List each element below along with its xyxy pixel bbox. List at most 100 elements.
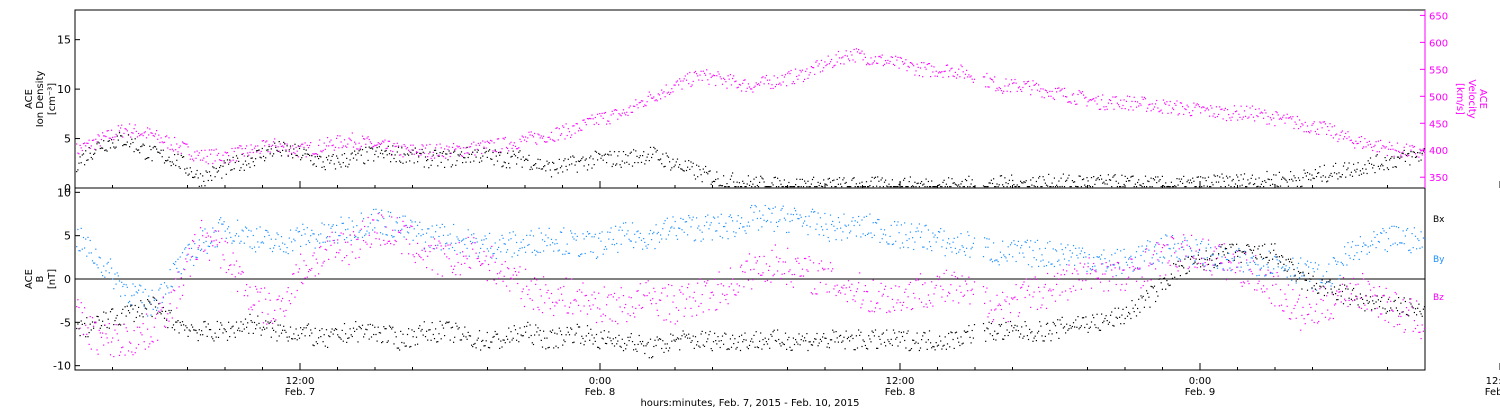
velocity-point [350, 139, 351, 140]
velocity-point [543, 136, 544, 137]
ion-density-point [964, 186, 965, 187]
bz-point [114, 330, 115, 331]
by-point [320, 233, 321, 234]
velocity-point [1099, 109, 1100, 110]
velocity-point [803, 81, 804, 82]
bx-point [139, 315, 140, 316]
by-point [891, 225, 892, 226]
ion-density-point [96, 143, 97, 144]
by-point [1381, 233, 1382, 234]
bx-point [1311, 287, 1312, 288]
velocity-point [449, 146, 450, 147]
ion-density-point [551, 176, 552, 177]
velocity-point [479, 145, 480, 146]
by-point [334, 240, 335, 241]
ion-density-point [103, 140, 104, 141]
bx-point [327, 347, 328, 348]
by-point [902, 242, 903, 243]
ion-density-point [276, 150, 277, 151]
velocity-point [779, 83, 780, 84]
velocity-point [683, 80, 684, 81]
velocity-point [190, 159, 191, 160]
bz-point [203, 251, 204, 252]
by-point [1288, 269, 1289, 270]
bx-point [858, 329, 859, 330]
velocity-point [182, 141, 183, 142]
velocity-point [81, 147, 82, 148]
bz-point [298, 272, 299, 273]
ion-density-point [1151, 178, 1152, 179]
ion-density-point [769, 186, 770, 187]
ion-density-point [202, 175, 203, 176]
ion-density-point [1355, 171, 1356, 172]
bz-point [219, 242, 220, 243]
by-point [521, 242, 522, 243]
bz-point [246, 284, 247, 285]
by-point [577, 236, 578, 237]
velocity-point [1017, 91, 1018, 92]
velocity-point [1389, 142, 1390, 143]
ion-density-point [541, 169, 542, 170]
by-point [704, 225, 705, 226]
bx-point [407, 334, 408, 335]
velocity-point [1205, 110, 1206, 111]
bx-point [1337, 299, 1338, 300]
bz-point [80, 328, 81, 329]
by-point [107, 263, 108, 264]
bx-point [1140, 295, 1141, 296]
ion-density-point [1317, 173, 1318, 174]
by-point [638, 230, 639, 231]
bx-point [77, 323, 78, 324]
bx-point [300, 327, 301, 328]
bx-point [393, 343, 394, 344]
by-point [492, 253, 493, 254]
bx-point [411, 329, 412, 330]
ion-density-point [744, 186, 745, 187]
ion-density-point [1316, 176, 1317, 177]
bx-point [1032, 341, 1033, 342]
by-point [688, 215, 689, 216]
by-point [903, 247, 904, 248]
velocity-point [785, 74, 786, 75]
velocity-point [1403, 152, 1404, 153]
bx-point [369, 339, 370, 340]
by-point [631, 241, 632, 242]
velocity-point [649, 92, 650, 93]
velocity-point [751, 88, 752, 89]
by-point [202, 230, 203, 231]
bx-point [495, 331, 496, 332]
by-point [354, 237, 355, 238]
velocity-point [895, 56, 896, 57]
by-point [113, 288, 114, 289]
bx-point [541, 340, 542, 341]
velocity-point [1049, 91, 1050, 92]
bx-point [621, 347, 622, 348]
bx-point [1396, 307, 1397, 308]
by-point [126, 284, 127, 285]
bx-point [397, 348, 398, 349]
ion-density-point [1270, 185, 1271, 186]
by-point [514, 253, 515, 254]
ion-density-point [458, 154, 459, 155]
by-point [531, 230, 532, 231]
by-point [874, 235, 875, 236]
ion-density-point [1196, 186, 1197, 187]
ion-density-point [857, 186, 858, 187]
bx-point [293, 333, 294, 334]
by-point [888, 243, 889, 244]
by-point [649, 233, 650, 234]
ion-density-point [567, 169, 568, 170]
by-point [238, 236, 239, 237]
velocity-point [485, 142, 486, 143]
velocity-point [435, 147, 436, 148]
by-point [282, 243, 283, 244]
velocity-point [544, 141, 545, 142]
velocity-point [1288, 118, 1289, 119]
by-point [848, 225, 849, 226]
by-point [1007, 260, 1008, 261]
by-point [990, 260, 991, 261]
by-point [697, 228, 698, 229]
by-point [695, 239, 696, 240]
velocity-point [759, 85, 760, 86]
by-point [1068, 260, 1069, 261]
